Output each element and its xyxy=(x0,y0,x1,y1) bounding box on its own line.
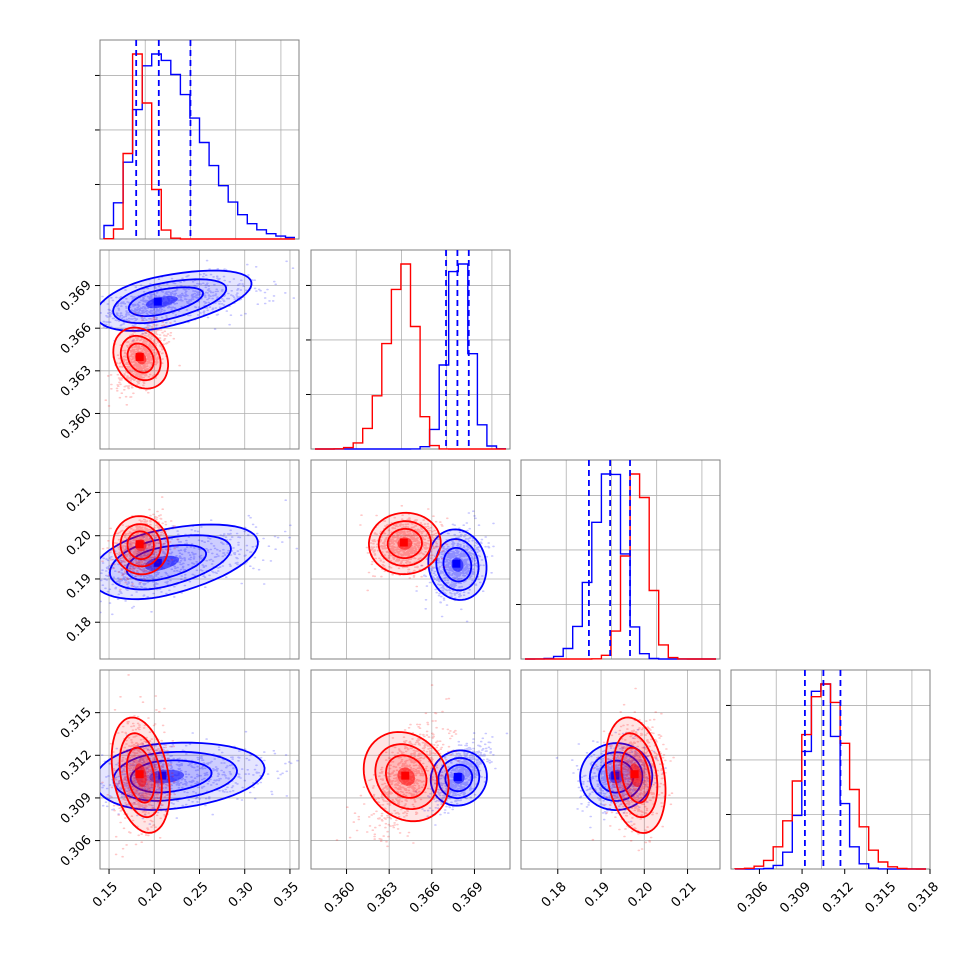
x-tick-label: 0.360 xyxy=(322,879,359,916)
x-tick-label: 0.315 xyxy=(862,879,899,916)
red-histogram xyxy=(734,683,926,870)
blue-series-0-3 xyxy=(100,730,299,825)
red-density-peak xyxy=(135,353,144,362)
blue-series-2-3 xyxy=(555,729,667,829)
y-tick-label: 0.363 xyxy=(58,363,95,400)
red-series-0-2 xyxy=(101,496,179,591)
histogram-1 xyxy=(315,263,506,450)
blue-series-1-2 xyxy=(408,510,495,623)
blue-histogram xyxy=(735,683,926,870)
x-tick-label: 0.20 xyxy=(135,879,166,910)
histogram-2 xyxy=(525,473,716,660)
y-tick-label: 0.369 xyxy=(58,278,95,315)
red-density-peak xyxy=(630,770,639,779)
panel-frame xyxy=(99,249,300,450)
y-tick-label: 0.18 xyxy=(64,614,95,645)
red-series-0-3 xyxy=(101,674,176,858)
x-tick-label: 0.309 xyxy=(777,879,814,916)
x-tick-label: 0.318 xyxy=(905,879,942,916)
x-tick-label: 0.35 xyxy=(271,879,302,910)
red-density-peak xyxy=(135,770,144,779)
red-series-0-1 xyxy=(104,312,181,407)
y-tick-label: 0.309 xyxy=(58,790,95,827)
panel-frame xyxy=(310,669,511,870)
red-histogram xyxy=(315,263,506,450)
panel-frame xyxy=(310,459,511,660)
panel-0-0 xyxy=(95,39,300,240)
x-tick-label: 0.18 xyxy=(539,879,570,910)
blue-density-peak xyxy=(153,297,162,306)
red-density-peak xyxy=(399,538,408,547)
blue-contour xyxy=(149,769,184,784)
panel-2-1 xyxy=(310,459,511,660)
y-tick-label: 0.19 xyxy=(64,571,95,602)
histogram-0 xyxy=(103,53,295,240)
red-density-peak xyxy=(401,771,410,780)
y-tick-label: 0.360 xyxy=(58,406,95,443)
red-density-peak xyxy=(135,540,144,549)
y-tick-label: 0.306 xyxy=(58,833,95,870)
y-tick-label: 0.20 xyxy=(64,528,95,559)
blue-density-peak xyxy=(153,558,162,567)
panel-1-0 xyxy=(99,249,300,450)
y-tick-label: 0.366 xyxy=(58,320,95,357)
x-tick-label: 0.369 xyxy=(450,879,487,916)
x-tick-label: 0.20 xyxy=(625,879,656,910)
y-tick-label: 0.315 xyxy=(58,705,95,742)
panel-frame xyxy=(520,669,721,870)
panel-2-2 xyxy=(516,459,721,660)
blue-density-peak xyxy=(452,559,461,568)
x-tick-label: 0.306 xyxy=(735,879,772,916)
x-tick-label: 0.19 xyxy=(582,879,613,910)
red-series-2-3 xyxy=(591,687,675,852)
x-tick-label: 0.30 xyxy=(226,879,257,910)
panel-3-2 xyxy=(520,669,721,870)
panel-frame xyxy=(520,459,721,660)
panel-frame xyxy=(730,669,931,870)
red-series-1-2 xyxy=(359,505,458,592)
x-tick-label: 0.366 xyxy=(407,879,444,916)
x-tick-label: 0.15 xyxy=(90,879,121,910)
x-tick-label: 0.312 xyxy=(820,879,857,916)
y-tick-label: 0.21 xyxy=(64,485,95,516)
blue-density-peak xyxy=(158,771,167,780)
x-tick-label: 0.21 xyxy=(669,879,700,910)
red-series-1-3 xyxy=(335,684,460,848)
panel-3-3 xyxy=(726,669,931,870)
panel-1-1 xyxy=(306,249,511,450)
x-tick-label: 0.25 xyxy=(180,879,211,910)
blue-density-peak xyxy=(453,773,462,782)
red-histogram xyxy=(103,53,295,240)
y-tick-label: 0.312 xyxy=(58,748,95,785)
blue-series-0-1 xyxy=(100,259,296,342)
histogram-3 xyxy=(734,683,926,870)
x-tick-label: 0.363 xyxy=(364,879,401,916)
